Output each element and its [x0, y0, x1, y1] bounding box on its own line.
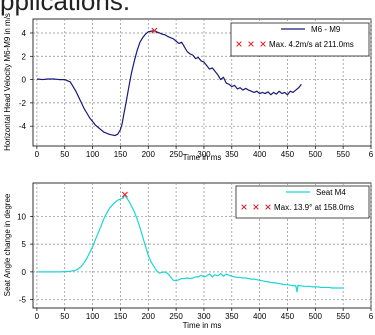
legend-label: Max. 13.9° at 158.0ms — [274, 203, 354, 212]
x-tick-label: 6 — [369, 150, 374, 159]
y-tick-label: 5 — [22, 240, 27, 249]
x-tick-label: 450 — [281, 150, 295, 159]
x-tick-label: 400 — [253, 312, 267, 321]
legend-label: Seat M4 — [316, 188, 346, 197]
x-tick-label: 550 — [336, 312, 350, 321]
y-axis-title: Seat Angle change in degree — [3, 193, 12, 296]
x-tick-label: 50 — [60, 312, 69, 321]
x-tick-label: 200 — [142, 312, 156, 321]
y-tick-label: -2 — [19, 99, 27, 108]
x-tick-label: 250 — [169, 312, 183, 321]
x-tick-label: 100 — [86, 312, 100, 321]
x-axis-title: Time in ms — [183, 153, 222, 162]
x-tick-label: 500 — [309, 150, 323, 159]
chart-head-velocity: 0 50 100 150 200 250 300 350 400 450 500 550 6 -4 -2 0 2… — [3, 13, 374, 162]
series-line-0 — [36, 30, 302, 137]
x-tick-label: 550 — [336, 150, 350, 159]
y-tick-label: 0 — [22, 268, 27, 277]
x-tick-label: 450 — [281, 312, 295, 321]
chart-seat-angle: 0 50 100 150 200 250 300 350 400 450 500 550 6 -5 0 5 10… — [3, 182, 374, 330]
max-marker — [121, 191, 128, 198]
x-tick-label: 100 — [86, 150, 100, 159]
x-tick-label: 0 — [35, 312, 40, 321]
x-tick-label: 300 — [197, 150, 211, 159]
legend-marker-swatch — [253, 204, 259, 210]
y-tick-label: 4 — [22, 29, 27, 38]
x-axis-title: Time in ms — [183, 321, 222, 330]
legend-marker-swatch — [265, 204, 271, 210]
legend-marker-swatch — [260, 41, 266, 47]
y-tick-label: -5 — [19, 296, 27, 305]
y-tick-label: 2 — [22, 52, 27, 61]
max-marker — [151, 27, 158, 34]
legend-marker-swatch — [236, 41, 242, 47]
legend-label: Max. 4.2m/s at 211.0ms — [269, 40, 354, 49]
legend: M6 - M9 Max. 4.2m/s at 211.0ms — [230, 22, 370, 57]
x-tick-label: 6 — [369, 312, 374, 321]
x-tick-label: 300 — [197, 312, 211, 321]
x-tick-label: 150 — [114, 312, 128, 321]
legend-marker-swatch — [241, 204, 247, 210]
y-tick-label: 10 — [17, 212, 26, 221]
x-tick-label: 350 — [225, 150, 239, 159]
y-tick-label: 0 — [22, 76, 27, 85]
x-tick-label: 350 — [225, 312, 239, 321]
y-axis-title: Horizontal Head Velocity M6-M9 in m/s — [3, 13, 12, 151]
x-tick-label: 0 — [35, 150, 40, 159]
x-tick-label: 250 — [169, 150, 183, 159]
x-tick-label: 50 — [60, 150, 69, 159]
legend: Seat M4 Max. 13.9° at 158.0ms — [235, 185, 370, 219]
x-tick-label: 200 — [142, 150, 156, 159]
series-line-0 — [36, 194, 344, 293]
x-tick-label: 500 — [309, 312, 323, 321]
x-tick-label: 150 — [114, 150, 128, 159]
legend-label: M6 - M9 — [311, 25, 341, 34]
legend-marker-swatch — [248, 41, 254, 47]
legend-box — [235, 185, 370, 219]
page-heading: pplications. — [0, 0, 131, 16]
y-tick-label: -4 — [19, 122, 27, 131]
x-tick-label: 400 — [253, 150, 267, 159]
